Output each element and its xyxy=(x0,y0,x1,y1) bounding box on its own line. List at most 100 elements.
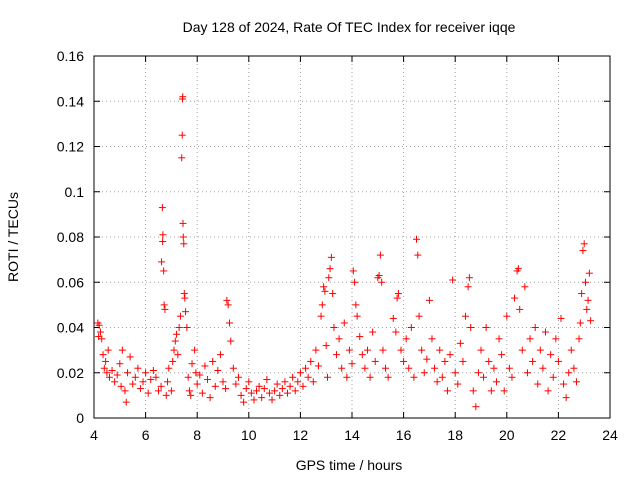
data-point xyxy=(173,330,181,338)
data-point xyxy=(539,364,547,372)
data-point xyxy=(480,373,488,381)
data-point xyxy=(144,389,152,397)
data-point xyxy=(531,324,539,331)
data-point xyxy=(446,351,454,359)
chart-title: Day 128 of 2024, Rate Of TEC Index for r… xyxy=(183,19,516,35)
data-point xyxy=(321,287,329,295)
y-axis-label: ROTI / TECUs xyxy=(5,192,21,282)
data-point xyxy=(465,274,473,282)
data-point xyxy=(436,346,444,354)
data-point xyxy=(176,312,184,320)
data-point xyxy=(534,380,542,388)
y-tick-label: 0.14 xyxy=(57,93,84,109)
data-point xyxy=(234,373,242,381)
x-tick-label: 16 xyxy=(396,427,412,443)
data-point xyxy=(225,319,233,327)
data-point xyxy=(323,373,331,381)
data-point xyxy=(469,387,477,395)
data-point xyxy=(587,317,595,325)
data-point xyxy=(296,369,304,377)
data-point xyxy=(490,364,498,372)
data-point xyxy=(503,312,511,320)
x-tick-label: 10 xyxy=(241,427,257,443)
data-point xyxy=(580,240,588,248)
data-point xyxy=(451,369,459,377)
data-point xyxy=(237,391,245,399)
data-point xyxy=(174,351,182,359)
data-point xyxy=(258,394,266,402)
data-point xyxy=(567,346,575,354)
data-point xyxy=(180,240,188,248)
data-point xyxy=(554,357,562,365)
data-point xyxy=(379,346,387,354)
data-point xyxy=(134,364,142,372)
data-point xyxy=(335,335,343,343)
data-point xyxy=(247,389,255,397)
data-point xyxy=(314,362,322,370)
data-point xyxy=(414,251,422,259)
data-point xyxy=(240,398,248,406)
data-point xyxy=(352,301,360,309)
data-point xyxy=(188,360,196,368)
data-point xyxy=(420,369,428,377)
data-point xyxy=(227,337,235,345)
axis-ticks: 4 6 8 10 12 14 16 18 20 22 24 0 0.02 0.04 0.06 0.08 0.1 0… xyxy=(57,48,618,443)
data-point xyxy=(142,369,150,377)
data-point xyxy=(443,387,451,395)
x-axis-label: GPS time / hours xyxy=(296,457,403,473)
data-point xyxy=(356,333,364,341)
data-point xyxy=(149,366,157,374)
y-tick-label: 0.04 xyxy=(57,320,84,336)
data-point xyxy=(193,380,201,388)
data-point xyxy=(192,369,200,377)
data-point xyxy=(99,351,107,359)
data-point xyxy=(245,378,253,386)
x-tick-label: 12 xyxy=(293,427,309,443)
x-tick-label: 24 xyxy=(602,427,618,443)
data-point xyxy=(242,385,250,393)
data-point xyxy=(158,204,166,212)
data-point xyxy=(560,380,568,388)
data-point xyxy=(487,387,495,395)
data-point xyxy=(353,312,361,320)
data-point xyxy=(384,373,392,381)
data-point xyxy=(482,324,490,331)
data-point xyxy=(394,290,402,298)
data-point xyxy=(147,376,155,384)
data-point xyxy=(477,346,485,354)
data-point xyxy=(271,387,279,395)
data-point xyxy=(170,346,178,354)
data-point xyxy=(104,346,112,354)
x-tick-label: 4 xyxy=(90,427,98,443)
data-point xyxy=(578,290,586,298)
data-point xyxy=(358,351,366,359)
data-point xyxy=(184,373,192,381)
data-point xyxy=(183,324,191,331)
y-tick-label: 0.12 xyxy=(57,139,84,155)
y-tick-label: 0.02 xyxy=(57,365,84,381)
data-point xyxy=(505,364,513,372)
data-point xyxy=(492,378,500,386)
data-point xyxy=(182,308,190,316)
data-point xyxy=(291,387,299,395)
data-point xyxy=(338,364,346,372)
data-point xyxy=(191,346,199,354)
data-point xyxy=(179,233,187,241)
y-tick-label: 0.08 xyxy=(57,229,84,245)
data-point xyxy=(343,373,351,381)
data-point xyxy=(562,394,570,402)
data-point xyxy=(273,380,281,388)
data-point xyxy=(155,387,162,395)
data-point xyxy=(418,346,426,354)
data-point xyxy=(253,387,261,395)
data-point xyxy=(219,378,227,386)
data-point xyxy=(584,296,592,304)
data-point xyxy=(405,364,413,372)
data-point xyxy=(402,335,410,343)
data-point xyxy=(232,380,240,388)
data-point xyxy=(169,357,177,365)
data-point xyxy=(312,346,320,354)
data-point xyxy=(565,369,573,377)
data-point xyxy=(167,387,175,395)
